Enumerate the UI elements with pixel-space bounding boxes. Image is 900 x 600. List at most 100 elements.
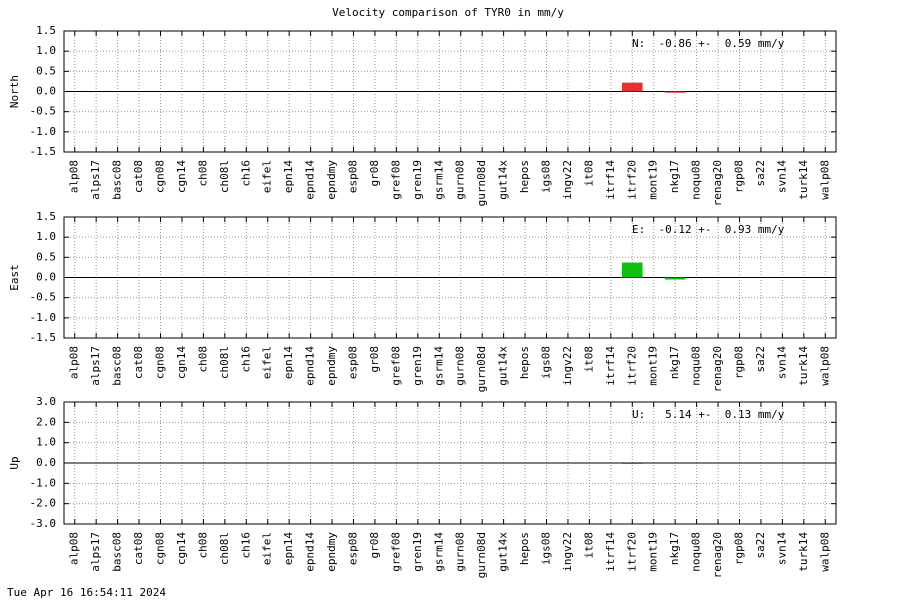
x-tick-label: epn14 xyxy=(282,532,295,565)
x-tick-label: it08 xyxy=(582,532,595,559)
x-tick-label: it08 xyxy=(582,346,595,373)
x-tick-label: sa22 xyxy=(754,346,767,373)
x-tick-label: itrf20 xyxy=(625,532,638,572)
x-tick-label: alp08 xyxy=(68,160,81,193)
x-tick-label: ch08l xyxy=(218,346,231,379)
x-tick-label: epnd14 xyxy=(304,532,317,572)
x-tick-label: epn14 xyxy=(282,160,295,193)
x-tick-label: ch16 xyxy=(239,346,252,373)
x-tick-label: ch16 xyxy=(239,532,252,559)
x-tick-label: basc08 xyxy=(111,346,124,386)
x-tick-label: cgn14 xyxy=(175,346,188,379)
x-tick-label: hepos xyxy=(518,346,531,379)
x-tick-label: ch16 xyxy=(239,160,252,187)
x-tick-label: ch08l xyxy=(218,532,231,565)
x-tick-label: gurn08d xyxy=(475,160,488,206)
y-tick-label: 1.0 xyxy=(36,436,56,449)
timestamp: Tue Apr 16 16:54:11 2024 xyxy=(7,586,166,599)
x-tick-label: gref08 xyxy=(389,532,402,572)
x-tick-label: gr08 xyxy=(368,160,381,187)
x-tick-label: turk14 xyxy=(797,160,810,200)
x-tick-label: ingv22 xyxy=(561,532,574,572)
x-tick-label: epn14 xyxy=(282,346,295,379)
plot-frame xyxy=(63,216,837,339)
x-tick-label: cat08 xyxy=(132,346,145,379)
y-tick-label: 0.5 xyxy=(36,64,56,77)
x-tick-label: gurn08d xyxy=(475,346,488,392)
x-tick-label: walp08 xyxy=(818,346,831,386)
x-tick-label: gr08 xyxy=(368,346,381,373)
x-tick-label: gut14x xyxy=(497,160,510,200)
y-tick-label: 0.0 xyxy=(36,456,56,469)
x-tick-label: svn14 xyxy=(775,160,788,193)
y-tick-label: 3.0 xyxy=(36,395,56,408)
x-tick-label: basc08 xyxy=(111,532,124,572)
x-tick-label: nkg17 xyxy=(668,346,681,379)
x-tick-label: ch08 xyxy=(196,346,209,373)
x-tick-label: epndmy xyxy=(325,160,338,200)
x-tick-label: rgp08 xyxy=(733,532,746,565)
x-tick-label: ch08 xyxy=(196,532,209,559)
y-tick-label: -1.5 xyxy=(30,331,57,344)
x-tick-label: gr08 xyxy=(368,532,381,559)
x-tick-label: cgn08 xyxy=(154,346,167,379)
x-tick-label: noqu08 xyxy=(690,160,703,200)
x-tick-label: nkg17 xyxy=(668,532,681,565)
x-tick-label: walp08 xyxy=(818,160,831,200)
x-tick-label: renag20 xyxy=(711,532,724,578)
x-tick-label: ingv22 xyxy=(561,346,574,386)
y-tick-label: 1.0 xyxy=(36,44,56,57)
y-tick-label: -0.5 xyxy=(30,105,57,118)
x-tick-label: igs08 xyxy=(540,532,553,565)
x-tick-label: gurn08 xyxy=(454,346,467,386)
x-tick-label: epnd14 xyxy=(304,160,317,200)
y-tick-label: 1.5 xyxy=(36,24,56,37)
x-tick-label: hepos xyxy=(518,160,531,193)
x-tick-label: gref08 xyxy=(389,346,402,386)
x-tick-label: cgn08 xyxy=(154,160,167,193)
y-tick-label: -1.0 xyxy=(30,125,57,138)
x-tick-label: ch08l xyxy=(218,160,231,193)
y-tick-label: 0.5 xyxy=(36,250,56,263)
y-tick-label: -2.0 xyxy=(30,497,57,510)
x-tick-label: mont19 xyxy=(647,160,660,200)
x-tick-label: renag20 xyxy=(711,160,724,206)
x-tick-label: eifel xyxy=(261,346,274,379)
y-tick-label: 0.0 xyxy=(36,271,56,284)
y-tick-label: -1.0 xyxy=(30,311,57,324)
x-tick-label: esp08 xyxy=(347,160,360,193)
x-tick-label: cgn14 xyxy=(175,160,188,193)
x-tick-label: cgn08 xyxy=(154,532,167,565)
x-tick-label: gren19 xyxy=(411,160,424,200)
bar xyxy=(621,463,643,464)
annotation: U: 5.14 +- 0.13 mm/y xyxy=(632,408,785,421)
x-tick-label: cgn14 xyxy=(175,532,188,565)
x-tick-label: gsrm14 xyxy=(432,532,445,572)
y-tick-label: 0.0 xyxy=(36,85,56,98)
x-tick-label: sa22 xyxy=(754,160,767,187)
x-tick-label: gsrm14 xyxy=(432,160,445,200)
x-tick-label: noqu08 xyxy=(690,346,703,386)
x-tick-label: nkg17 xyxy=(668,160,681,193)
x-tick-label: alp08 xyxy=(68,532,81,565)
x-tick-label: cat08 xyxy=(132,532,145,565)
y-tick-label: -1.5 xyxy=(30,145,57,158)
x-tick-label: sa22 xyxy=(754,532,767,559)
x-tick-label: ch08 xyxy=(196,160,209,187)
x-tick-label: epndmy xyxy=(325,346,338,386)
x-tick-label: gurn08 xyxy=(454,532,467,572)
x-tick-label: mont19 xyxy=(647,532,660,572)
y-axis-label: East xyxy=(8,264,21,291)
x-tick-label: igs08 xyxy=(540,160,553,193)
x-tick-label: cat08 xyxy=(132,160,145,193)
x-tick-label: gren19 xyxy=(411,346,424,386)
x-tick-label: itrf14 xyxy=(604,346,617,386)
x-tick-label: esp08 xyxy=(347,532,360,565)
x-tick-label: renag20 xyxy=(711,346,724,392)
x-tick-label: esp08 xyxy=(347,346,360,379)
annotation: E: -0.12 +- 0.93 mm/y xyxy=(632,223,785,236)
x-tick-label: basc08 xyxy=(111,160,124,200)
x-tick-label: gren19 xyxy=(411,532,424,572)
x-tick-label: alps17 xyxy=(89,346,102,386)
y-tick-label: -3.0 xyxy=(30,517,57,530)
